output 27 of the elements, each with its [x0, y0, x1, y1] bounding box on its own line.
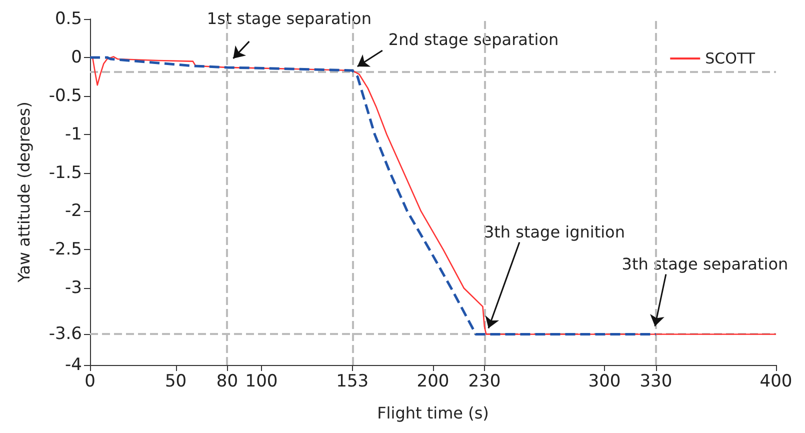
x-tick-label: 0: [84, 372, 96, 392]
x-tick-label: 400: [760, 372, 792, 392]
annotation: 3th stage separation: [622, 254, 788, 274]
y-tick-label: -0.5: [48, 86, 82, 106]
y-tick-label: 0.5: [54, 9, 82, 29]
y-tick-label: -1.5: [48, 162, 82, 183]
x-tick-label: 153: [336, 372, 369, 392]
annotation: 3th stage ignition: [484, 222, 625, 242]
x-axis-title: Flight time (s): [377, 404, 489, 422]
y-tick-label: -2.5: [48, 240, 82, 260]
y-tick-label: -1: [65, 124, 82, 144]
y-tick-label: -4: [65, 355, 82, 375]
x-tick-label: 50: [164, 372, 187, 392]
annotation: 1st stage separation: [206, 8, 372, 28]
x-tick-label: 300: [588, 372, 621, 392]
y-tick-label: -3: [65, 278, 82, 298]
y-tick-label: 0: [71, 47, 82, 68]
x-tick-label: 330: [640, 372, 672, 392]
x-tick-label: 200: [416, 372, 450, 392]
x-tick-label: 80: [216, 372, 238, 392]
y-tick-label: -3.6: [48, 324, 82, 344]
x-tick-label: 230: [468, 372, 501, 392]
y-axis-title: Yaw attitude (degrees): [14, 102, 34, 284]
y-tick-label: -2: [65, 201, 82, 222]
annotation: 2nd stage separation: [388, 30, 559, 50]
legend-label: SCOTT: [705, 50, 756, 68]
x-tick-label: 100: [245, 372, 278, 392]
